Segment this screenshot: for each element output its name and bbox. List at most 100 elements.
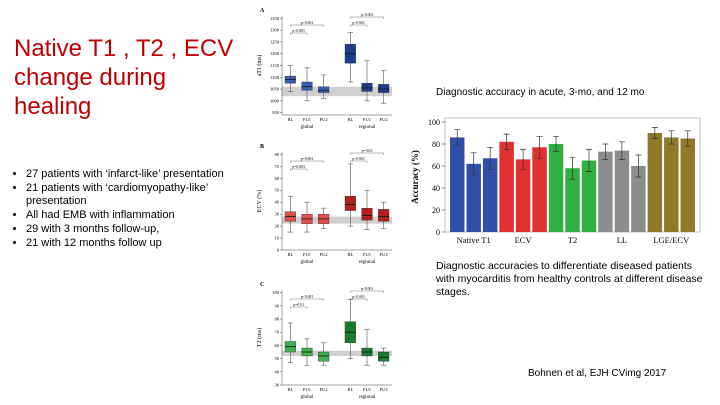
- y-tick-label: 0: [436, 228, 440, 237]
- group-label: ECV: [515, 235, 533, 245]
- significance-bracket: [290, 168, 308, 171]
- error-bar: [668, 130, 675, 145]
- error-bar: [635, 154, 642, 178]
- significance-bracket: [290, 160, 324, 163]
- bar: [581, 160, 597, 232]
- y-tick-label: 100: [272, 290, 280, 295]
- x-tick-label: FU2: [320, 387, 328, 392]
- error-bar: [487, 146, 494, 170]
- group-label: LGE/ECV: [653, 235, 690, 245]
- bar: [499, 141, 514, 232]
- box: [378, 351, 390, 362]
- box: [378, 84, 390, 93]
- error-bar: [569, 156, 576, 180]
- box: [301, 81, 313, 91]
- y-tick-label: 1000: [270, 98, 280, 103]
- box: [318, 351, 330, 362]
- box: [344, 196, 356, 211]
- y-tick-label: 70: [275, 330, 280, 335]
- group-label: T2: [568, 235, 577, 245]
- significance-bracket: [350, 24, 368, 27]
- p-value: p<0.001: [301, 21, 314, 25]
- panel-letter: A: [260, 8, 265, 14]
- panel-letter: C: [260, 282, 264, 288]
- y-tick-label: 60: [275, 176, 280, 181]
- bullet: All had EMB with inflammation: [26, 209, 226, 222]
- y-tick-label: 30: [275, 212, 280, 217]
- y-axis-label: Accuracy (%): [410, 150, 420, 204]
- y-tick-label: 60: [432, 162, 440, 171]
- significance-bracket: [350, 290, 384, 293]
- error-bar: [503, 133, 510, 150]
- reference-band: [282, 216, 392, 224]
- bullet: 21 patients with ‘cardiomyopathy-like’ p…: [26, 182, 226, 208]
- p-value: p=0.03: [362, 149, 373, 153]
- x-tick-label: FU2: [380, 252, 388, 257]
- group-label: LL: [617, 235, 627, 245]
- bar: [450, 137, 465, 232]
- p-value: p<0.001: [361, 13, 374, 17]
- group-label: regional: [359, 125, 376, 130]
- box: [318, 86, 330, 93]
- bullet: 27 patients with ‘infarct-like’ presenta…: [26, 168, 226, 181]
- significance-bracket: [350, 298, 368, 301]
- x-tick-label: FU2: [320, 117, 328, 122]
- x-tick-label: FU2: [380, 117, 388, 122]
- y-tick-label: 1350: [270, 16, 280, 21]
- y-tick-label: 50: [275, 188, 280, 193]
- y-tick-label: 80: [275, 317, 280, 322]
- y-tick-label: 10: [275, 236, 280, 241]
- bullet: 21 with 12 months follow up: [26, 237, 226, 250]
- significance-bracket: [290, 32, 308, 35]
- p-value: p<0.001: [292, 29, 305, 33]
- y-axis-label: ECV (%): [256, 190, 263, 212]
- significance-bracket: [290, 24, 324, 27]
- significance-bracket: [350, 160, 368, 163]
- bar: [614, 150, 630, 232]
- x-tick-label: BL: [287, 387, 293, 392]
- bar: [664, 137, 679, 232]
- y-tick-label: 1150: [270, 63, 280, 68]
- p-value: p=0.01: [293, 303, 304, 307]
- y-axis-label: aT1 (ms): [256, 55, 263, 77]
- x-tick-label: FU2: [320, 252, 328, 257]
- x-tick-label: FU2: [380, 387, 388, 392]
- y-tick-label: 1250: [270, 39, 280, 44]
- y-tick-label: 60: [275, 343, 280, 348]
- p-value: p<0.001: [301, 295, 314, 299]
- reference-band: [282, 350, 392, 356]
- x-tick-label: FU1: [303, 117, 311, 122]
- x-tick-label: BL: [287, 252, 293, 257]
- y-tick-label: 20: [432, 206, 440, 215]
- bar: [548, 144, 564, 232]
- y-axis-label: T2 (ms): [256, 328, 263, 347]
- y-tick-label: 1300: [270, 28, 280, 33]
- bullet-list: 27 patients with ‘infarct-like’ presenta…: [14, 168, 226, 251]
- bar: [515, 159, 531, 232]
- error-bar: [618, 141, 625, 160]
- box: [378, 209, 390, 222]
- y-tick-label: 40: [275, 369, 280, 374]
- x-tick-label: BL: [347, 117, 353, 122]
- significance-bracket: [290, 306, 308, 309]
- error-bar: [520, 149, 527, 170]
- y-tick-label: 40: [432, 184, 440, 193]
- citation: Bohnen et al, EJH CVimg 2017: [528, 368, 667, 379]
- group-label: regional: [359, 260, 376, 265]
- y-tick-label: 80: [432, 140, 440, 149]
- y-tick-label: 40: [275, 200, 280, 205]
- error-bar: [585, 149, 592, 172]
- error-bar: [553, 135, 560, 153]
- error-bar: [651, 127, 658, 139]
- bar: [466, 163, 481, 232]
- group-label: global: [301, 260, 314, 265]
- p-value: p=0.003: [292, 165, 305, 169]
- bar: [631, 166, 646, 232]
- significance-bracket: [350, 16, 384, 19]
- group-label: global: [301, 125, 314, 130]
- error-bar: [602, 143, 609, 160]
- x-tick-label: BL: [287, 117, 293, 122]
- bar: [598, 151, 613, 232]
